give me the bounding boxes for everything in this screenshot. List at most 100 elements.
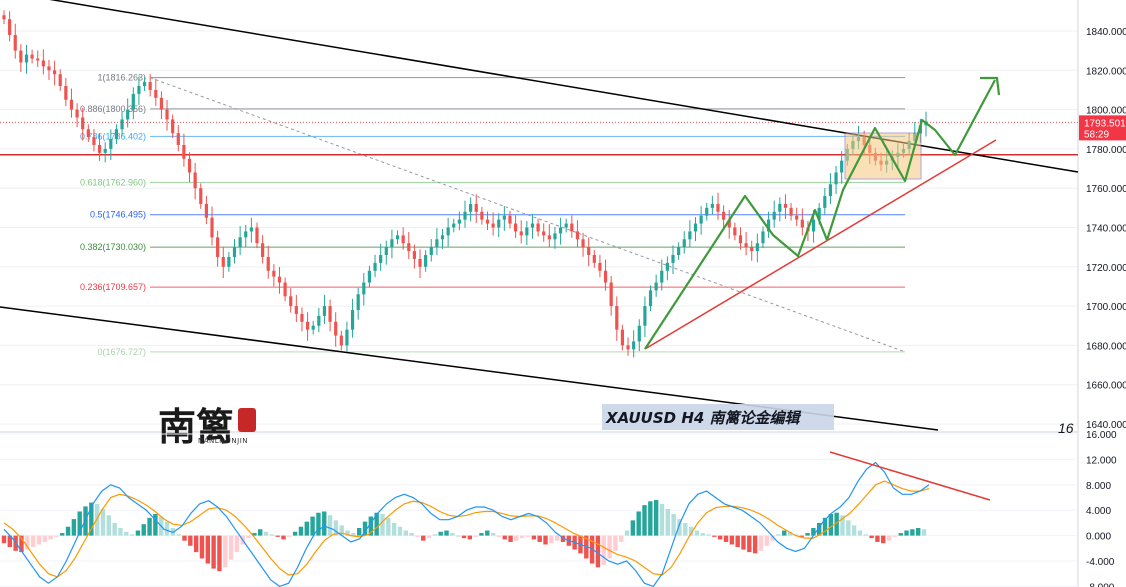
candle-body [722,211,726,220]
macd-histogram-bar [258,529,263,536]
macd-histogram-bar [869,535,874,539]
price-tick-label: 1740.000 [1086,224,1126,235]
candle-body [171,119,175,134]
macd-histogram-bar [368,516,374,536]
macd-histogram-bar [397,526,403,536]
macd-histogram-bar [811,527,816,536]
macd-histogram-bar [921,529,927,536]
candle-body [525,227,529,236]
zone-box [844,132,922,180]
consolidation-zone[interactable] [844,132,922,180]
macd-histogram-bar [514,535,519,541]
fib-trend-line [149,77,906,353]
macd-histogram-bar [525,535,531,537]
macd-histogram-bar [193,535,199,553]
candle-body [154,89,158,98]
macd-histogram-bar [432,534,438,536]
macd-histogram-bar [287,535,292,537]
macd-histogram-bar [496,535,502,537]
candle-body [13,34,17,51]
candle-body [317,315,321,326]
candle-body [418,258,422,267]
candle-body [137,86,141,94]
candle-body [519,231,523,236]
fibonacci-retracement[interactable]: 1(1816.263) 0.886(1800.356) 0.786(1786.402… [80,73,906,357]
macd-histogram-bar [735,535,740,548]
projection-path[interactable] [644,76,1001,350]
candle-body [41,60,45,67]
macd-histogram-bar [764,535,769,546]
candle-body [272,270,276,277]
candle-body [199,188,203,204]
candle-body [58,74,62,87]
candle-body [772,211,776,220]
macd-histogram-bar [723,535,729,542]
macd-histogram-bar [770,535,775,541]
candle-body [828,184,833,197]
candle-body [384,247,388,256]
candle-body [227,256,231,267]
macd-histogram-bar [135,530,141,536]
candle-body [255,227,259,244]
support-trend-line [644,139,997,350]
macd-histogram-bar [304,521,309,536]
macd-histogram-bar [683,522,688,536]
macd-histogram-bar [141,524,146,536]
macd-histogram-bar [351,533,356,536]
macd-histogram-bar [176,534,181,536]
candle-body [598,262,602,271]
candle-body [47,66,51,71]
macd-histogram-bar [217,535,222,572]
candle-body [328,306,332,322]
logo-seal [238,408,256,432]
macd-histogram-bar [333,520,339,536]
candle-body [362,282,366,295]
macd-histogram-bar [619,535,624,542]
candle-body [542,231,546,236]
macd-histogram-bar [915,527,921,536]
macd-histogram-bar [665,508,670,536]
macd-histogram-bar [630,520,636,536]
macd-divergence-line [829,451,991,501]
candle-body [401,235,405,244]
ticker-label-bg [602,404,834,430]
candle-body [2,15,6,20]
macd-tick-label: 12.000 [1086,455,1117,466]
candle-body [660,270,664,283]
candle-body [823,196,827,208]
candle-body [266,256,270,271]
macd-histogram-bar [490,533,496,536]
price-axis[interactable]: 1840.000 1820.000 1800.000 1780.000 1760.000… [1079,27,1126,587]
candle-body [210,217,214,238]
candle-body [373,262,377,271]
fib-level-label: 0.382(1730.030) [80,242,146,252]
candle-body [69,99,74,110]
candle-body [142,82,147,87]
macd-histogram-bar [292,531,298,536]
macd-histogram-bar [112,522,117,536]
candle-body [36,58,40,61]
macd-histogram-bar [19,535,24,553]
candle-body [491,223,495,228]
candle-body [159,97,164,110]
macd-histogram-bar [118,527,123,536]
candle-body [665,262,669,271]
candle-body [8,19,12,35]
macd-histogram-bar [374,512,379,536]
candle-body [311,325,315,330]
candle-body [19,50,23,63]
macd-histogram-bar [560,535,566,542]
candle-body [249,227,253,232]
candle-body [587,247,591,256]
candle-body [727,219,731,228]
macd-histogram-bar [252,533,257,536]
candle-body [277,276,282,283]
macd-histogram-bar [60,533,65,536]
macd-histogram-bar [298,526,304,536]
price-tick-label: 1840.000 [1086,27,1126,38]
macd-histogram-bar [863,534,868,536]
candle-body [187,158,192,173]
macd-histogram-bar [840,515,845,536]
candle-body [452,223,456,228]
